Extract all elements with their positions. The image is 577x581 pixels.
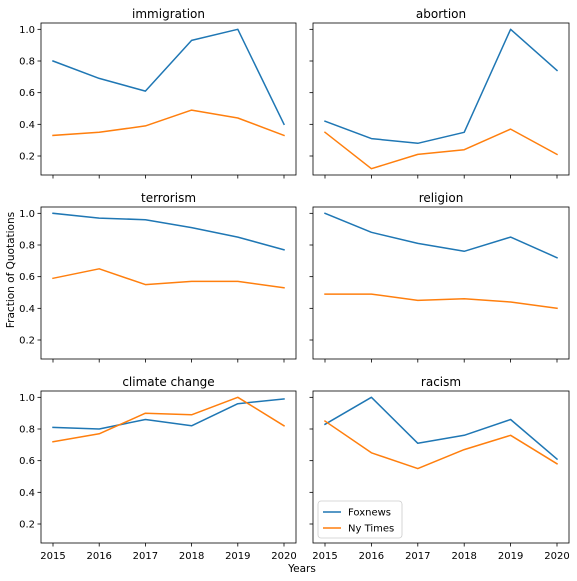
legend-label: Foxnews [348, 508, 391, 519]
y-tick-label: 0.8 [19, 241, 35, 252]
series-line-foxnews [324, 212, 558, 259]
subplot-title: racism [421, 375, 461, 389]
subplot-racism: racism 2015 2016 2017 2018 2019 2020 Foxnews Ny … [309, 375, 570, 562]
y-tick-label: 0.6 [19, 88, 35, 99]
legend-label: Ny Times [348, 524, 394, 535]
subplot-abortion: abortion [309, 7, 570, 179]
x-tick-label: 2015 [312, 551, 337, 562]
y-tick-label: 0.2 [19, 520, 35, 531]
subplot-title: abortion [416, 7, 466, 21]
x-tick-label: 2019 [498, 551, 523, 562]
axes-frame [40, 390, 297, 544]
axes-frame [312, 206, 570, 360]
axes-frame [40, 206, 297, 360]
y-tick-label: 0.6 [19, 272, 35, 283]
y-tick-label: 0.2 [19, 152, 35, 163]
x-tick-label: 2018 [179, 551, 204, 562]
subplot-religion: religion [309, 191, 570, 363]
subplot-climate-change: climate change 0.2 0.4 0.6 0.8 1.0 2015 2016 201… [19, 375, 297, 562]
y-tick-label: 0.4 [19, 488, 35, 499]
subplot-immigration: immigration 0.2 0.4 0.6 0.8 1.0 [19, 7, 297, 179]
y-tick-label: 0.2 [19, 336, 35, 347]
subplot-title: climate change [122, 375, 214, 389]
y-tick-label: 0.8 [19, 57, 35, 68]
legend: Foxnews Ny Times [317, 500, 403, 539]
y-tick-label: 1.0 [19, 393, 35, 404]
y-tick-label: 1.0 [19, 209, 35, 220]
x-tick-label: 2020 [271, 551, 296, 562]
subplot-title: religion [419, 191, 464, 205]
figure-xlabel: Years [287, 563, 316, 575]
series-line-ny-times [52, 109, 285, 137]
series-line-foxnews [323, 396, 559, 461]
series-line-ny-times [323, 420, 559, 470]
series-line-foxnews [52, 28, 286, 126]
x-tick-label: 2017 [133, 551, 158, 562]
figure-ylabel: Fraction of Quotations [5, 212, 17, 328]
subplots-grid: immigration 0.2 0.4 0.6 0.8 1.0 abortion terror… [19, 7, 570, 562]
series-line-ny-times [52, 268, 285, 289]
series-line-ny-times [324, 293, 558, 310]
x-tick-label: 2017 [405, 551, 430, 562]
y-tick-label: 0.8 [19, 425, 35, 436]
subplot-terrorism: terrorism 0.2 0.4 0.6 0.8 1.0 [19, 191, 297, 363]
axes-frame [312, 22, 570, 176]
x-tick-label: 2015 [40, 551, 65, 562]
y-tick-label: 1.0 [19, 25, 35, 36]
y-tick-label: 0.6 [19, 456, 35, 467]
y-tick-label: 0.4 [19, 304, 35, 315]
subplot-title: immigration [132, 7, 205, 21]
y-tick-label: 0.4 [19, 120, 35, 131]
x-tick-label: 2016 [86, 551, 111, 562]
axes-frame [312, 390, 570, 544]
x-tick-label: 2019 [225, 551, 250, 562]
x-tick-label: 2018 [451, 551, 476, 562]
series-line-foxnews [324, 28, 559, 145]
series-line-ny-times [323, 128, 559, 170]
x-tick-label: 2016 [359, 551, 384, 562]
x-tick-label: 2020 [544, 551, 569, 562]
axes-frame [40, 22, 297, 176]
series-line-foxnews [52, 212, 285, 251]
subplot-title: terrorism [141, 191, 196, 205]
series-line-ny-times [52, 396, 286, 443]
